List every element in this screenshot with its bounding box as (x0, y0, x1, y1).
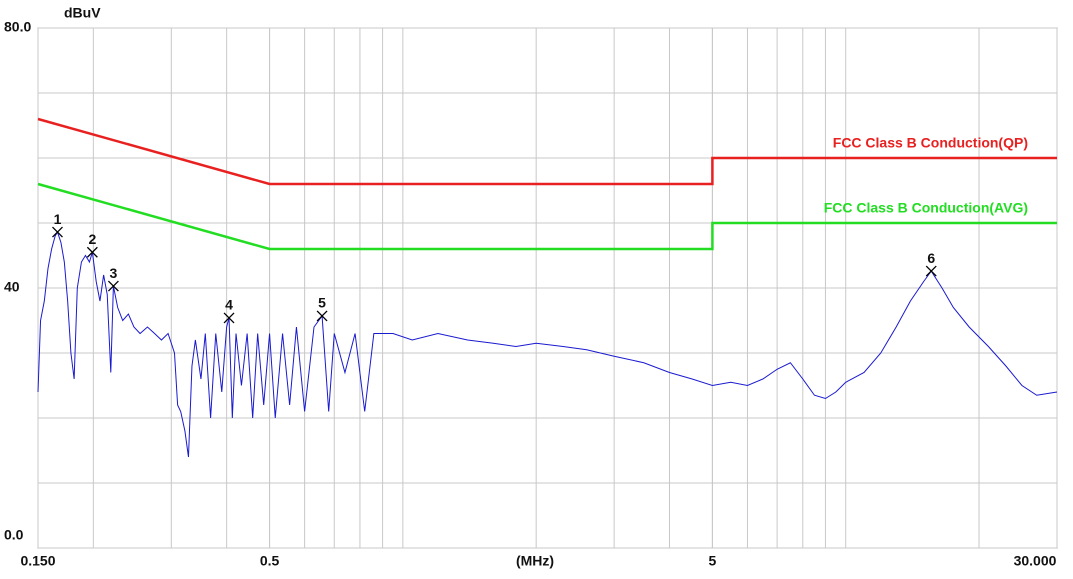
peak-marker (52, 226, 63, 238)
y-axis-label: dBuV (64, 5, 101, 21)
marker-label: 2 (88, 231, 96, 247)
y-tick-label: 80.0 (4, 19, 31, 35)
marker-label: 1 (54, 211, 62, 227)
y-tick-label: 40 (4, 279, 20, 295)
series-label: FCC Class B Conduction(QP) (833, 135, 1028, 151)
series-label: FCC Class B Conduction(AVG) (824, 200, 1028, 216)
x-tick-label: 0.150 (20, 553, 55, 569)
series-line (37, 117, 1057, 186)
marker-label: 6 (927, 250, 935, 266)
marker-label: 5 (318, 295, 326, 311)
x-axis-label: (MHz) (516, 553, 554, 569)
marker-label: 3 (110, 265, 118, 281)
peak-marker (86, 246, 98, 258)
peak-marker (925, 265, 937, 277)
x-tick-label: 30.000 (1014, 553, 1057, 569)
peak-marker (223, 312, 235, 324)
peak-marker (316, 310, 328, 322)
marker-label: 4 (225, 297, 233, 313)
x-tick-label: 5 (709, 553, 717, 569)
peak-marker (107, 280, 119, 292)
series-line (37, 230, 1058, 458)
series-line (37, 182, 1057, 251)
y-tick-label: 0.0 (4, 527, 24, 543)
x-tick-label: 0.5 (260, 553, 280, 569)
